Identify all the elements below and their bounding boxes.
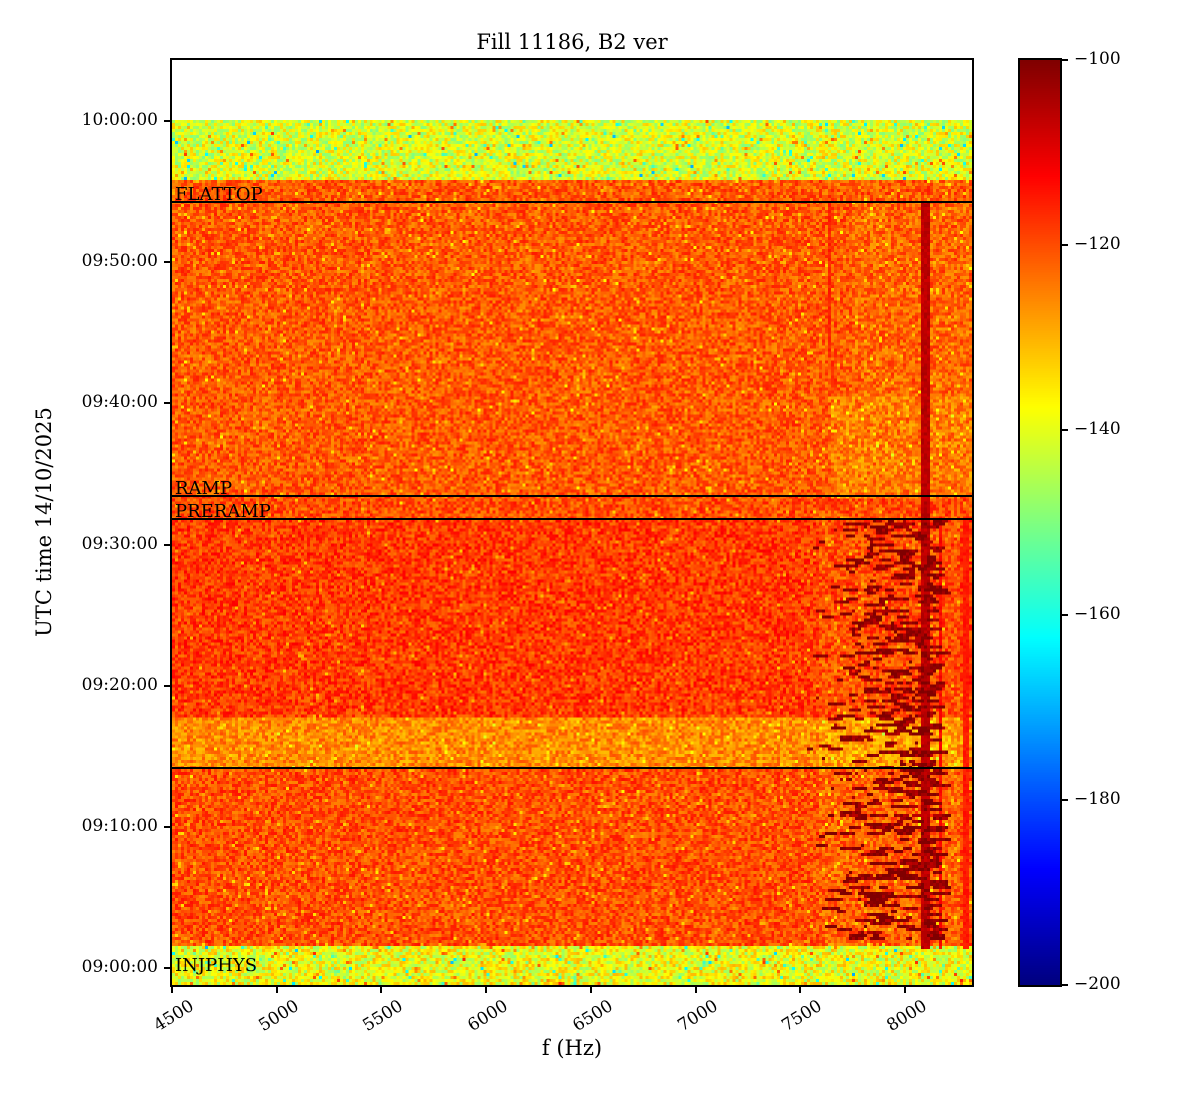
colorbar-tick-mark (1062, 614, 1068, 616)
x-tick-mark (485, 987, 488, 993)
colorbar-tick-mark (1062, 429, 1068, 431)
y-tick-mark (164, 261, 170, 264)
colorbar-tick-mark (1062, 244, 1068, 246)
y-tick-label: 09:40:00 (81, 392, 158, 413)
x-axis-label: f (Hz) (541, 1036, 603, 1060)
colorbar-tick-label: −200 (1074, 974, 1121, 994)
beam-mode-line-flattop (172, 200, 972, 203)
x-tick-label: 7500 (778, 996, 826, 1036)
x-tick-label: 8000 (883, 996, 931, 1036)
y-tick-mark (164, 119, 170, 122)
y-axis-label-text: UTC time 14/10/2025 (32, 407, 56, 637)
beam-mode-label-flattop: FLATTOP (175, 183, 263, 205)
beam-mode-line-unlabeled (172, 767, 972, 770)
colorbar-tick-label: −160 (1074, 604, 1121, 624)
y-tick-mark (164, 543, 170, 546)
y-tick-mark (164, 684, 170, 687)
y-tick-mark (164, 402, 170, 405)
x-tick-label: 5500 (359, 996, 408, 1036)
colorbar-gradient (1020, 60, 1060, 985)
x-tick-mark (380, 987, 383, 993)
x-tick-label: 6000 (464, 996, 512, 1036)
colorbar-tick-label: −140 (1074, 419, 1121, 439)
x-tick-mark (799, 987, 802, 993)
x-tick-mark (589, 987, 592, 993)
spectrogram-heatmap (172, 60, 972, 985)
beam-mode-line-preramp (172, 517, 972, 520)
x-tick-label: 5000 (255, 996, 303, 1036)
x-tick-label: 4500 (150, 996, 198, 1036)
y-tick-label: 09:50:00 (81, 251, 158, 272)
y-tick-label: 09:00:00 (81, 957, 158, 978)
colorbar-tick-mark (1062, 59, 1068, 61)
colorbar-tick-label: −120 (1074, 234, 1121, 254)
y-tick-label: 09:30:00 (81, 533, 158, 554)
x-tick-mark (275, 987, 278, 993)
beam-mode-label-ramp: RAMP (175, 478, 233, 500)
beam-mode-label-preramp: PRERAMP (175, 500, 271, 522)
y-tick-mark (164, 967, 170, 970)
beam-mode-label-injphys: INJPHYS (175, 954, 258, 976)
beam-mode-line-ramp (172, 495, 972, 498)
chart-title: Fill 11186, B2 ver (476, 30, 668, 54)
colorbar-tick-label: −180 (1074, 789, 1121, 809)
x-tick-label: 6500 (569, 996, 617, 1036)
x-tick-mark (171, 987, 173, 993)
colorbar-tick-mark (1062, 984, 1068, 986)
colorbar-tick-label: −100 (1074, 49, 1121, 69)
x-tick-mark (694, 987, 697, 993)
y-tick-label: 09:10:00 (81, 815, 158, 836)
x-tick-mark (903, 987, 906, 993)
y-tick-mark (164, 825, 170, 828)
x-tick-label: 7000 (673, 996, 722, 1036)
y-tick-label: 09:20:00 (81, 674, 158, 695)
y-tick-label: 10:00:00 (81, 109, 158, 130)
colorbar-tick-mark (1062, 799, 1068, 801)
